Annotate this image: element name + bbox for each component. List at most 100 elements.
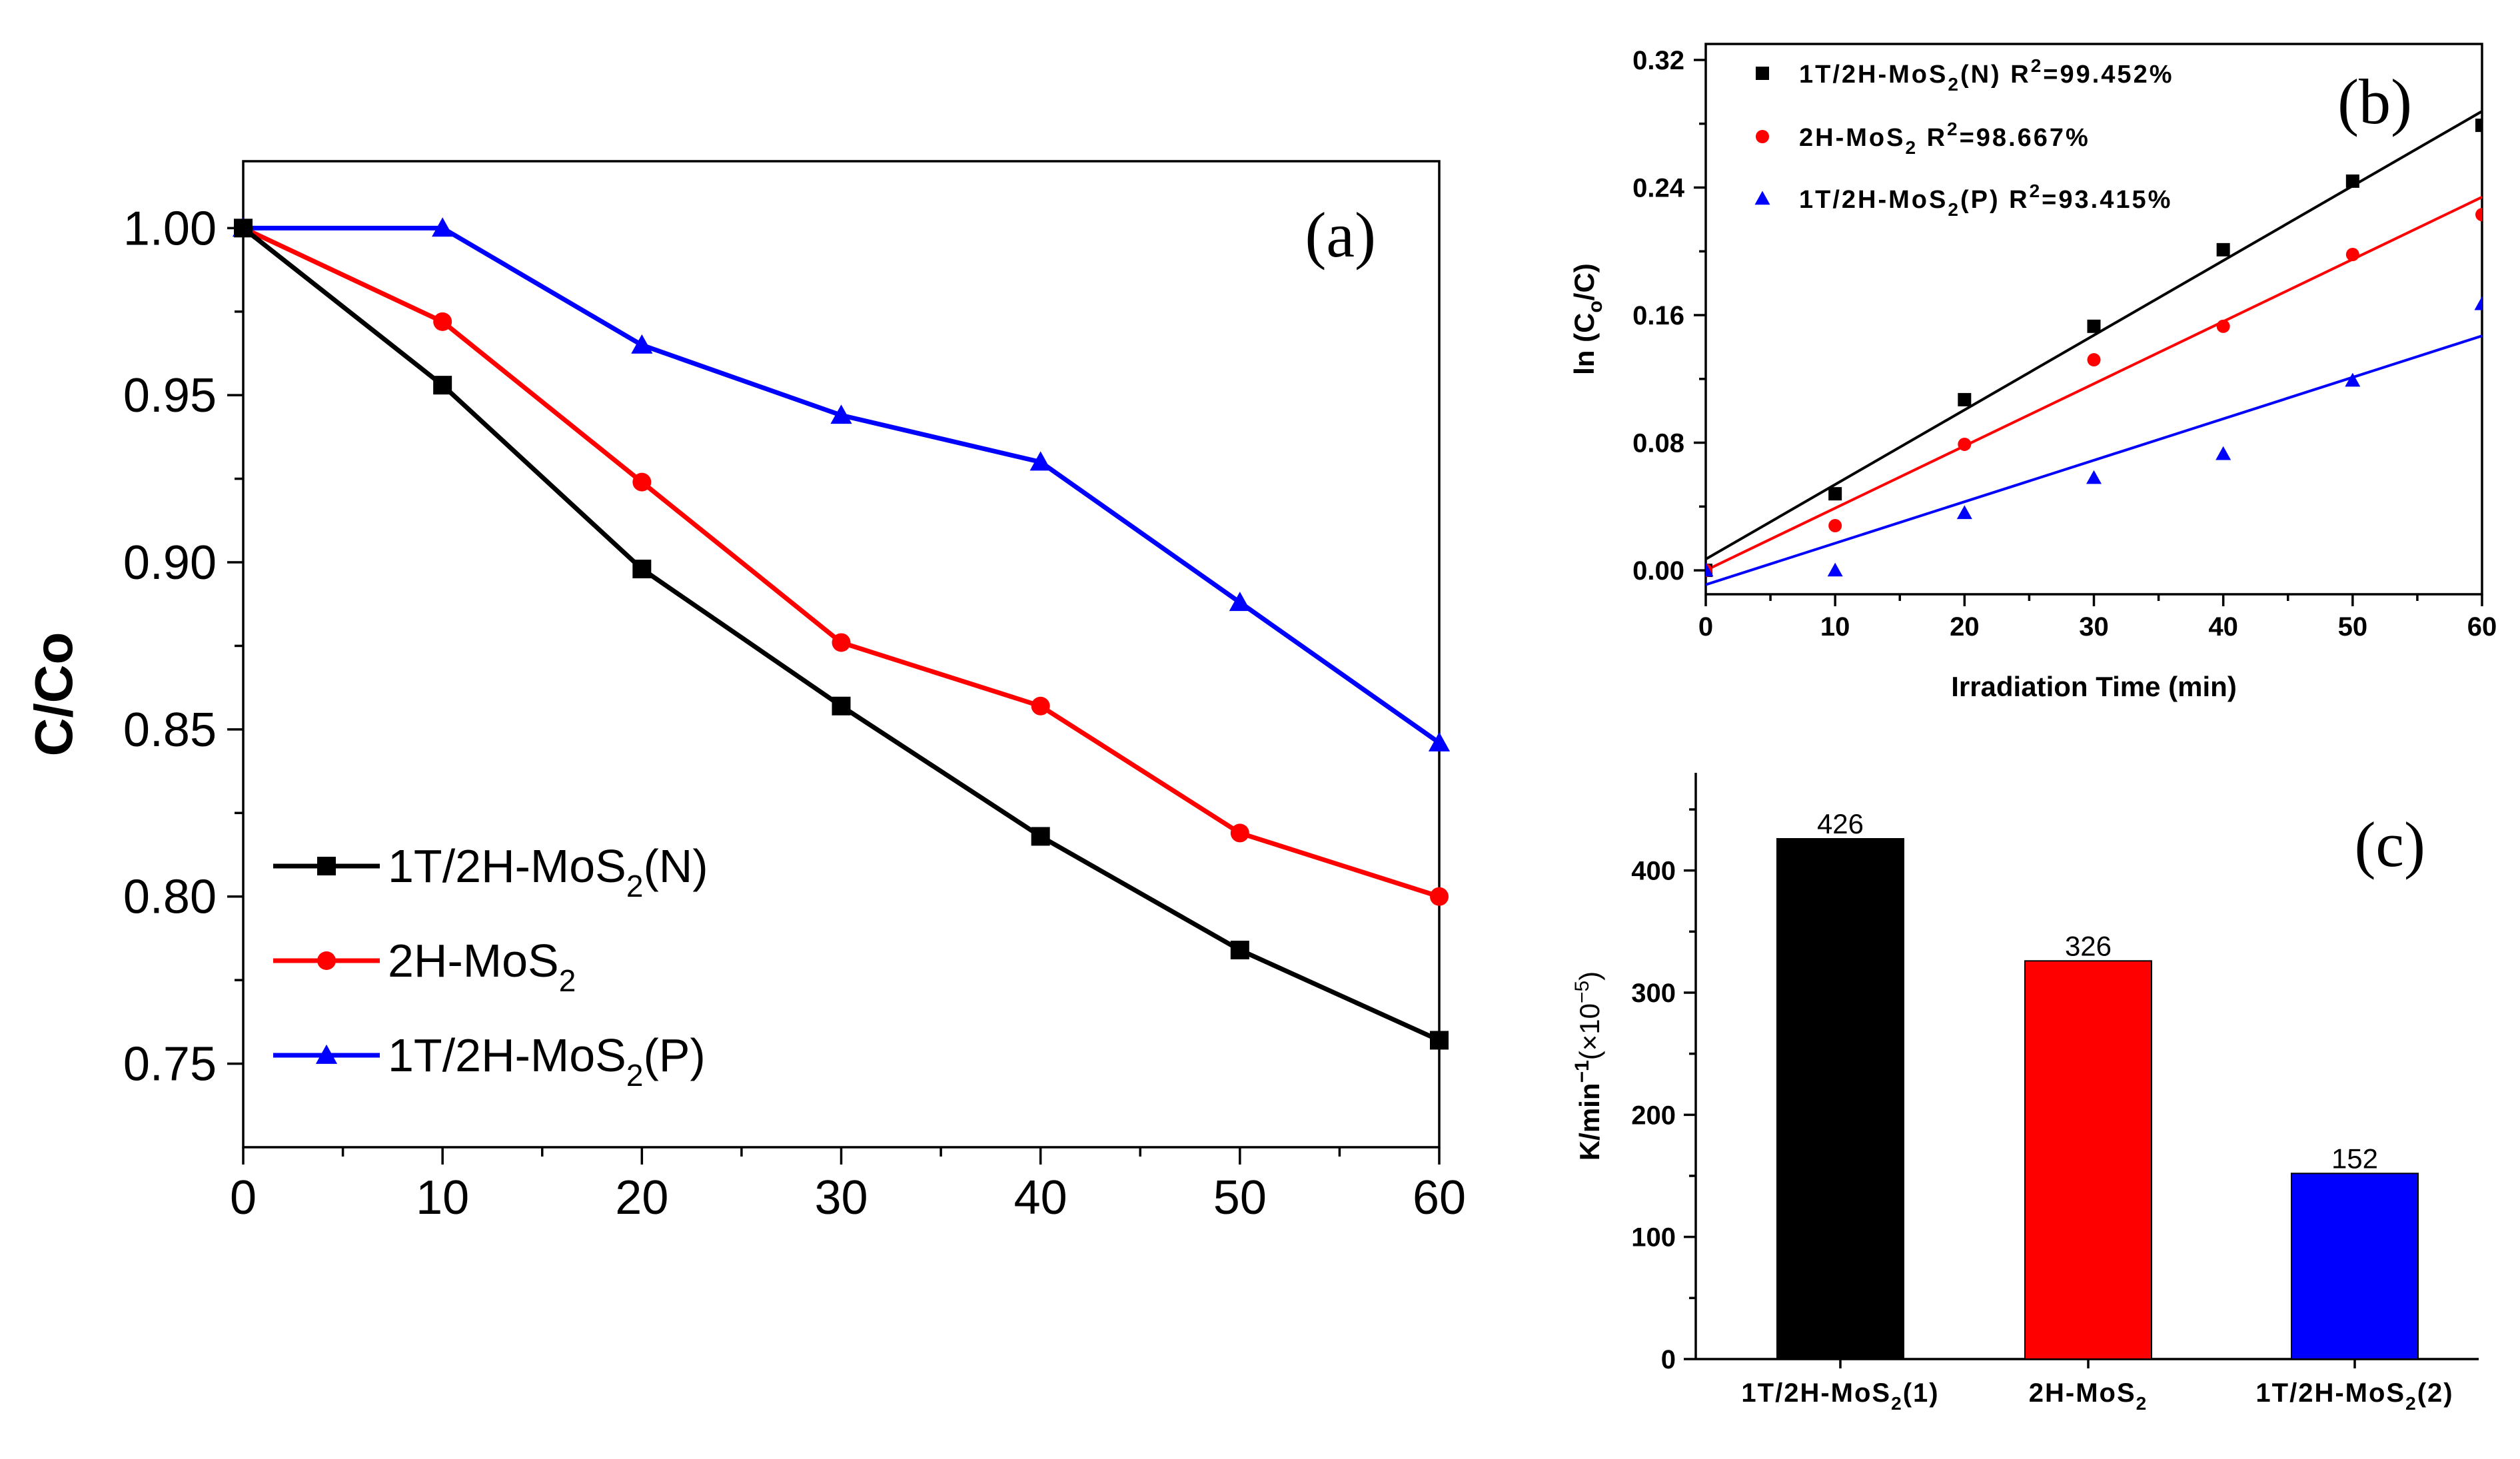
data-point-2H-MoS2 R2=98.667% [2216,319,2230,333]
y-tick-label: 0.32 [1632,46,1684,75]
data-point-1T/2H-MoS2(N) R2=99.452% [1958,392,1972,406]
y-tick-label: 0 [1661,1345,1676,1374]
data-point-2H-MoS2 [832,633,851,652]
panel-c-bar-chart: 0 100 200 300 400 K/min−1(×10−5) (c) 426 1T/2H-M… [1571,773,2479,1414]
y-tick-label: 1.00 [123,202,217,255]
y-tick-label: 0.90 [123,536,217,590]
x-axis-label: Irradiation Time (min) [1951,671,2237,702]
x-tick-label: 10 [1820,612,1850,642]
data-point-1T/2H-MoS2(P) R2=93.415% [1956,505,1972,520]
legend-marker [317,857,336,875]
category-label: 1T/2H-MoS2(1) [1741,1378,1939,1414]
fit-line-2H-MoS2 R2=98.667% [1706,196,2482,572]
data-point-1T/2H-MoS2(N) R2=99.452% [2345,174,2359,188]
data-point-2H-MoS2 R2=98.667% [1958,437,1972,451]
data-point-1T/2H-MoS2(P) [1428,731,1451,751]
y-axis-label: K/min−1(×10−5) [1571,971,1605,1161]
data-point-2H-MoS2 R2=98.667% [2087,353,2101,367]
y-axis-label: ln (Co/C) [1569,263,1606,375]
fit-line-1T/2H-MoS2(P) R2=93.415% [1706,334,2482,586]
data-point-1T/2H-MoS2(N) [832,696,851,716]
data-point-1T/2H-MoS2(P) R2=93.415% [2086,470,2102,484]
x-tick-label: 60 [2467,612,2497,642]
data-point-1T/2H-MoS2(N) [433,376,452,395]
data-point-1T/2H-MoS2(P) [631,334,653,354]
x-tick-label: 30 [2079,612,2109,642]
data-point-1T/2H-MoS2(P) R2=93.415% [2215,446,2231,460]
data-point-1T/2H-MoS2(P) R2=93.415% [2474,296,2482,310]
data-point-1T/2H-MoS2(P) R2=93.415% [2345,372,2361,387]
x-tick-label: 40 [1014,1171,1067,1224]
data-point-1T/2H-MoS2(P) [432,217,454,237]
panel-b-kinetics-chart: 0 10 20 30 40 50 60 0.00 0.08 0.16 0.24 0.32 Irradia… [1569,43,2497,702]
data-point-2H-MoS2 R2=98.667% [2345,248,2359,262]
category-label: 2H-MoS2 [2029,1378,2148,1414]
fit-lines [1706,110,2482,586]
legend-entry: 1T/2H-MoS2(N) [388,840,708,903]
data-point-1T/2H-MoS2(P) R2=93.415% [1827,562,1843,577]
data-point-2H-MoS2 [1430,887,1449,906]
data-point-2H-MoS2 [632,472,652,492]
data-point-1T/2H-MoS2(N) [632,560,652,579]
data-point-2H-MoS2 [1230,823,1249,843]
panel-a-line-chart: 0 10 20 30 40 50 60 0.75 0.80 0.85 0.90 0.95 1.00 C/C… [24,160,1466,1224]
data-point-1T/2H-MoS2(N) R2=99.452% [2087,319,2101,333]
data-point-1T/2H-MoS2(N) R2=99.452% [1828,487,1842,501]
y-tick-label: 0.85 [123,704,217,757]
data-point-2H-MoS2 [433,312,452,331]
legend-entry: 1T/2H-MoS2(N) R2=99.452% [1799,55,2174,95]
x-tick-label: 50 [2338,612,2368,642]
data-point-1T/2H-MoS2(N) [1230,941,1249,959]
legend-marker [317,951,336,970]
x-tick-label: 50 [1213,1171,1267,1224]
bar-value-label: 152 [2331,1143,2378,1174]
y-tick-label: 0.80 [123,871,217,924]
y-tick-label: 0.24 [1632,173,1685,203]
x-tick-label: 30 [814,1171,868,1224]
data-point-1T/2H-MoS2(N) [234,219,253,238]
data-point-1T/2H-MoS2(N) R2=99.452% [2475,119,2482,133]
data-points [1706,119,2482,578]
series-line-1T/2H-MoS2(P) [243,225,1441,745]
data-point-1T/2H-MoS2(P) [1029,451,1051,471]
panel-label-a: (a) [1305,199,1376,270]
panel-label-b: (b) [2337,66,2412,137]
legend-entry: 2H-MoS2 [388,935,576,998]
x-tick-label: 0 [1698,612,1713,642]
legend-entry: 1T/2H-MoS2(P) R2=93.415% [1799,181,2172,220]
data-point-1T/2H-MoS2(N) [1430,1031,1449,1050]
y-tick-label: 0.16 [1632,301,1684,330]
x-tick-label: 0 [230,1171,257,1224]
data-point-1T/2H-MoS2(P) R2=93.415% [1706,562,1714,577]
legend-marker [315,1044,338,1064]
legend-marker [1756,67,1769,80]
plot-frame [242,160,1441,1149]
y-tick-label: 0.95 [123,369,217,422]
bar-1T/2H-MoS2(2) [2291,1173,2419,1360]
data-point-1T/2H-MoS2(N) R2=99.452% [2216,243,2230,256]
series-line-2H-MoS2 [242,226,1441,899]
data-point-1T/2H-MoS2(P) [830,404,852,424]
x-tick-label: 20 [1950,612,1980,642]
bar-value-label: 426 [1817,808,1864,839]
y-tick-label: 400 [1631,857,1676,886]
data-point-1T/2H-MoS2(N) [1031,827,1050,846]
data-point-1T/2H-MoS2(P) [1229,592,1251,612]
y-tick-label: 0.00 [1632,556,1684,586]
legend-entry: 2H-MoS2 R2=98.667% [1799,119,2090,158]
x-tick-label: 40 [2208,612,2238,642]
data-point-2H-MoS2 [1031,696,1050,716]
bar-2H-MoS2 [2024,960,2152,1360]
legend-entry: 1T/2H-MoS2(P) [388,1029,706,1093]
category-label: 1T/2H-MoS2(2) [2255,1378,2453,1414]
data-point-2H-MoS2 R2=98.667% [1828,519,1842,533]
x-tick-label: 60 [1413,1171,1466,1224]
x-tick-label: 20 [615,1171,668,1224]
legend-marker [1754,191,1770,205]
panel-label-c: (c) [2354,809,2425,880]
bar-value-label: 326 [2065,930,2112,961]
y-tick-label: 100 [1631,1223,1676,1252]
legend-marker [1756,130,1769,143]
y-tick-label: 0.08 [1632,429,1684,458]
